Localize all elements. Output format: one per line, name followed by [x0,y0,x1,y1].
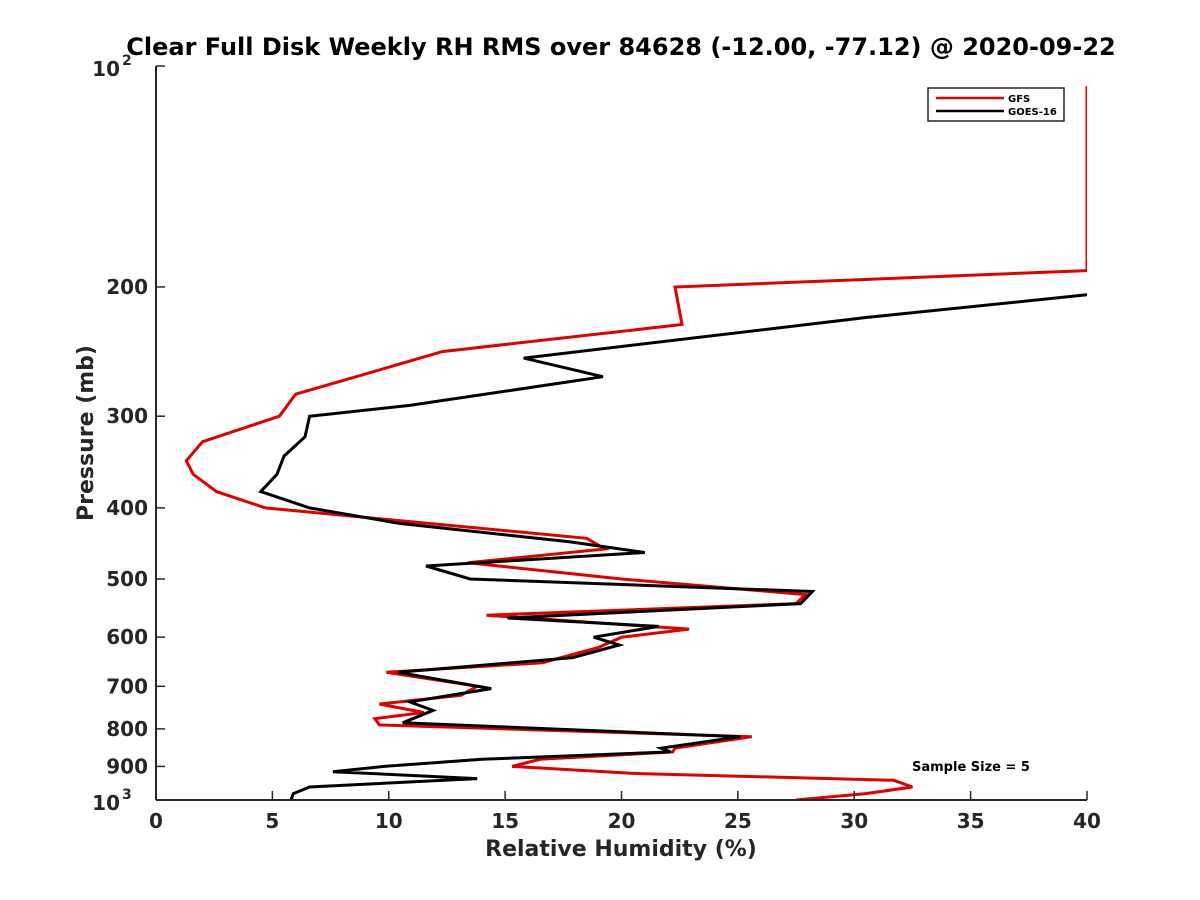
y-tick-label: 800 [106,717,148,741]
x-tick-label: 0 [149,809,163,833]
x-tick-label: 10 [375,809,403,833]
legend-box [927,87,1065,122]
x-tick-label: 20 [608,809,636,833]
legend: GFS GOES-16 [927,87,1065,122]
y-bottom-label-exp: 3 [122,787,132,803]
x-tick-label: 5 [265,809,279,833]
series-line-gfs [184,86,1087,800]
x-tick-label: 30 [840,809,868,833]
y-tick-label: 500 [106,567,148,591]
y-tick-label: 600 [106,625,148,649]
y-top-label: 10 [92,57,120,81]
legend-label-goes16: GOES-16 [1008,107,1057,118]
axes [155,66,1087,801]
x-tick-label: 35 [957,809,985,833]
legend-label-gfs: GFS [1008,94,1030,105]
y-axis-label: Pressure (mb) [74,345,99,521]
y-bottom-label: 10 [92,791,120,815]
series-line-goes16 [257,293,1087,800]
x-tick-label: 15 [491,809,519,833]
y-tick-label: 400 [106,496,148,520]
x-axis-label: Relative Humidity (%) [485,837,757,862]
x-tick-label: 40 [1073,809,1101,833]
y-top-label-base: 10 [92,57,120,81]
series-lines [184,86,1087,800]
y-tick-label: 300 [106,404,148,428]
x-ticks: 0 5 10 15 20 25 30 35 40 [149,791,1101,833]
sample-size-annotation: Sample Size = 5 [912,760,1030,775]
x-tick-label: 25 [724,809,752,833]
y-tick-label: 900 [106,754,148,778]
y-tick-label: 200 [106,275,148,299]
y-ticks: 200 300 400 500 600 700 800 900 [106,65,165,801]
y-top-label-exp: 2 [122,53,132,69]
y-tick-label: 700 [106,674,148,698]
y-bottom-label-base: 10 [92,791,120,815]
chart-title: Clear Full Disk Weekly RH RMS over 84628… [126,33,1115,61]
